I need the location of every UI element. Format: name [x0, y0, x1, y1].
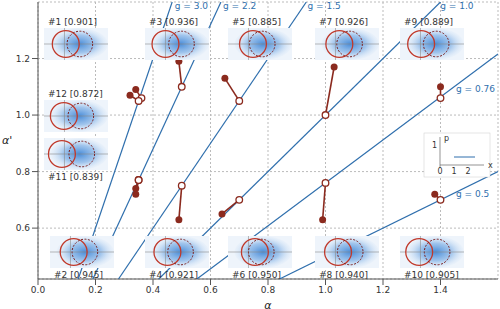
- svg-text:0.0: 0.0: [31, 285, 46, 295]
- svg-text:0.6: 0.6: [16, 223, 31, 233]
- svg-text:x: x: [488, 161, 492, 170]
- svg-text:0.8: 0.8: [261, 285, 276, 295]
- svg-text:0.4: 0.4: [146, 285, 161, 295]
- svg-text:g = 0.76: g = 0.76: [456, 84, 492, 94]
- svg-text:α: α: [264, 299, 272, 309]
- svg-text:0.6: 0.6: [203, 285, 218, 295]
- svg-text:#6 [0.950]: #6 [0.950]: [232, 270, 281, 280]
- svg-text:#10 [0.905]: #10 [0.905]: [404, 270, 459, 280]
- svg-text:p: p: [444, 134, 449, 143]
- svg-text:g = 2.2: g = 2.2: [223, 1, 256, 11]
- svg-text:g = 3.0: g = 3.0: [175, 1, 209, 11]
- svg-text:1.0: 1.0: [318, 285, 333, 295]
- svg-text:#3 [0.936]: #3 [0.936]: [149, 17, 198, 27]
- svg-text:g = 0.5: g = 0.5: [456, 189, 489, 199]
- svg-text:0.8: 0.8: [16, 167, 31, 177]
- svg-text:1.2: 1.2: [376, 285, 390, 295]
- svg-text:#11 [0.839]: #11 [0.839]: [48, 172, 103, 182]
- svg-text:1: 1: [451, 167, 456, 176]
- svg-text:0.2: 0.2: [88, 285, 102, 295]
- svg-text:#2 [0.945]: #2 [0.945]: [54, 270, 103, 280]
- svg-text:#12 [0.872]: #12 [0.872]: [48, 89, 103, 99]
- svg-text:2: 2: [465, 167, 470, 176]
- svg-text:#1 [0.901]: #1 [0.901]: [48, 17, 97, 27]
- svg-text:1.0: 1.0: [16, 110, 31, 120]
- svg-text:#9 [0.889]: #9 [0.889]: [404, 17, 453, 27]
- svg-text:1.4: 1.4: [433, 285, 448, 295]
- svg-text:1.2: 1.2: [16, 54, 30, 64]
- svg-text:g = 1.5: g = 1.5: [308, 1, 341, 11]
- svg-text:g = 1.0: g = 1.0: [440, 1, 474, 11]
- svg-text:#4 [0.921]: #4 [0.921]: [149, 270, 198, 280]
- svg-text:α': α': [8, 134, 12, 147]
- svg-text:#5 [0.885]: #5 [0.885]: [232, 17, 281, 27]
- svg-text:0: 0: [437, 167, 442, 176]
- svg-text:#7 [0.926]: #7 [0.926]: [319, 17, 368, 27]
- svg-text:#8 [0.940]: #8 [0.940]: [319, 270, 368, 280]
- svg-text:1: 1: [432, 141, 437, 150]
